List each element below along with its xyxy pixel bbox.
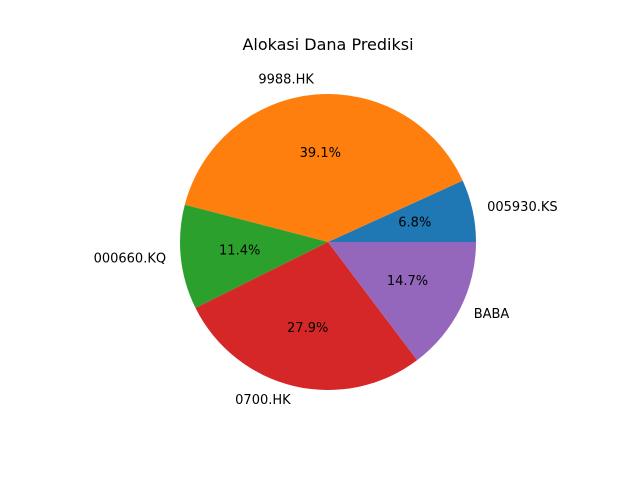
slice-label-000660-kq: 000660.KQ <box>94 251 167 266</box>
slice-label-9988-hk: 9988.HK <box>258 72 314 87</box>
pie-slice-baba <box>328 242 476 361</box>
chart-title: Alokasi Dana Prediksi <box>242 35 413 54</box>
percent-label-005930-ks: 6.8% <box>398 216 431 231</box>
slice-label-baba: BABA <box>474 307 510 322</box>
slice-label-0700-hk: 0700.HK <box>235 393 291 408</box>
percent-label-000660-kq: 11.4% <box>219 244 260 259</box>
percent-label-0700-hk: 27.9% <box>287 321 328 336</box>
percent-label-9988-hk: 39.1% <box>300 146 341 161</box>
pie-slice-0700-hk <box>195 242 418 391</box>
percent-label-baba: 14.7% <box>387 274 428 289</box>
slice-label-005930-ks: 005930.KS <box>487 200 558 215</box>
pie-labels: 005930.KS 6.8% 9988.HK 39.1% 000660.KQ 11.4% 0… <box>94 72 558 408</box>
pie-slice-000660-kq <box>180 204 328 309</box>
pie-slices <box>180 94 476 391</box>
pie-slice-9988-hk <box>184 94 463 243</box>
pie-slice-005930-ks <box>328 180 476 242</box>
